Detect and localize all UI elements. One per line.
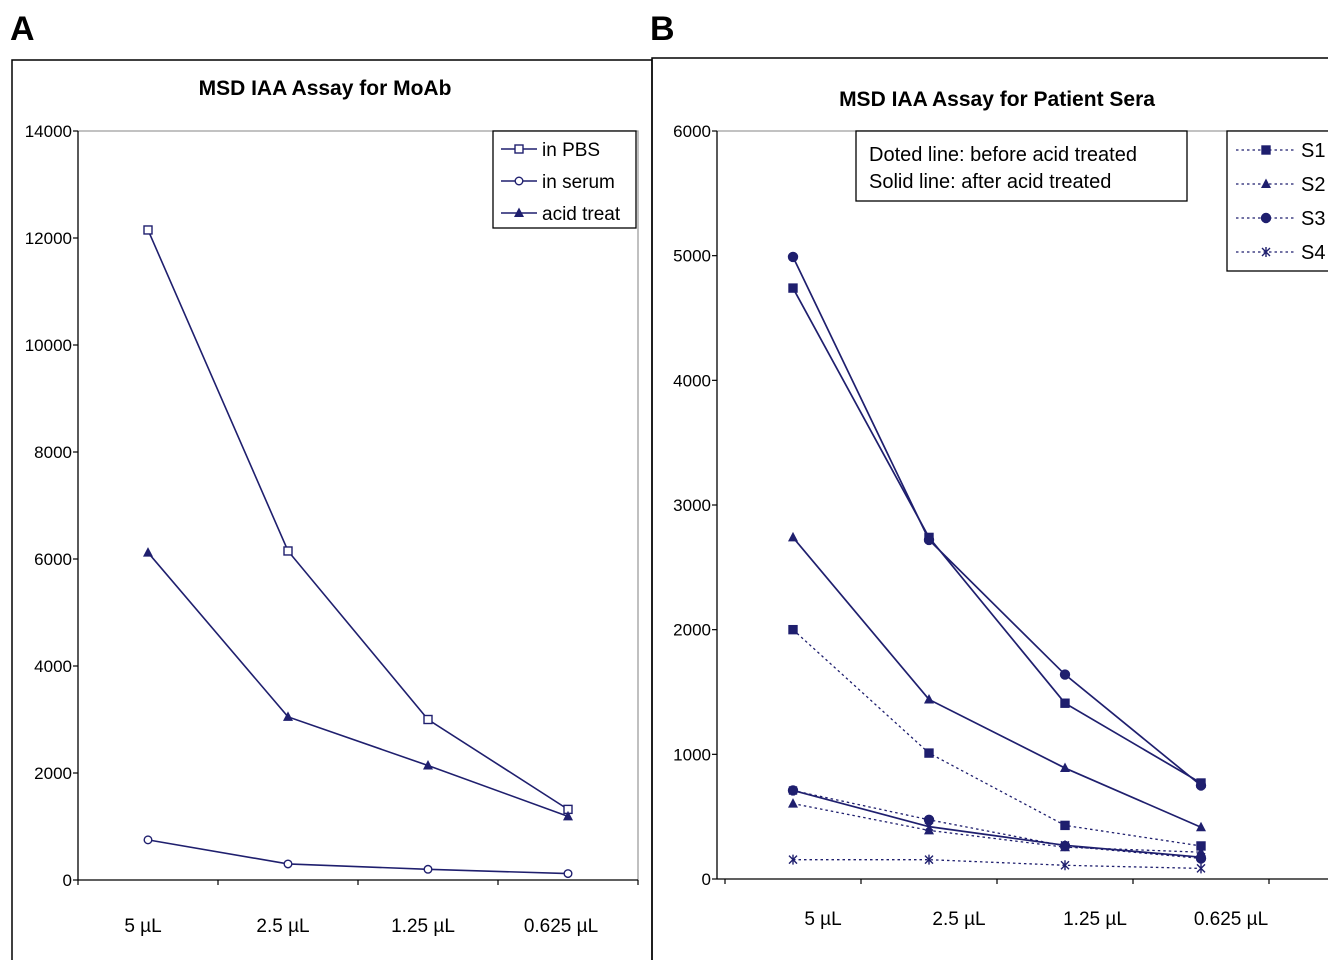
chart-b-annotation-line-1: Solid line: after acid treated: [869, 171, 1111, 193]
chart-a-series-1-point: [283, 859, 293, 869]
chart-b-series-s1-dotted-point: [788, 624, 798, 635]
chart-b-y-tick-label: 5000: [673, 247, 711, 266]
chart-b-series-s3-solid-point: [787, 251, 799, 263]
chart-b-legend-marker-3: [1261, 247, 1271, 257]
panel-a-letter: A: [10, 10, 35, 48]
chart-a-series-1-point: [143, 835, 153, 845]
chart-b-legend-label-0: S1: [1301, 140, 1325, 162]
chart-b-series-s2-solid-point: [924, 693, 934, 704]
chart-b-series-s2-solid-point: [788, 531, 798, 542]
chart-a-x-tick-label: 0.625 µL: [524, 916, 598, 937]
chart-a-series-0-point: [143, 225, 153, 235]
chart-b-series-s2-solid-point: [1196, 821, 1206, 832]
chart-b-legend-marker-1: [1261, 178, 1271, 188]
chart-b-y-tick-label: 4000: [673, 371, 711, 390]
chart-b-title: MSD IAA Assay for Patient Sera: [839, 88, 1155, 111]
chart-b-x-tick-label: 0.625 µL: [1194, 909, 1268, 930]
chart-b-y-tick-label: 6000: [673, 122, 711, 141]
chart-a-series-1-point: [423, 864, 433, 874]
chart-a-series-0-point: [283, 546, 293, 556]
chart-a-legend-label-0: in PBS: [542, 140, 600, 161]
chart-a-x-tick-label: 1.25 µL: [391, 916, 455, 937]
chart-a-series-1-point: [563, 869, 573, 879]
chart-a: MSD IAA Assay for MoAb 0 2000 4000 6000 8000 1…: [11, 59, 653, 960]
chart-b-y-tick-label: 0: [702, 870, 711, 889]
chart-a-legend-label-2: acid treat: [542, 204, 621, 225]
chart-b-series-s4-dotted-point: [1196, 863, 1206, 874]
chart-a-legend-label-1: in serum: [542, 172, 615, 193]
chart-b-frame: [651, 57, 1328, 960]
chart-b-legend-marker-2: [1260, 212, 1272, 224]
chart-b: MSD IAA Assay for Patient Sera 0 1000 2000 3…: [651, 57, 1328, 960]
chart-a-series-2-point: [143, 547, 153, 557]
chart-a-y-tick-label: 0: [63, 871, 72, 890]
chart-a-x-tick-label: 5 µL: [124, 916, 161, 937]
chart-b-annotation-box: [855, 130, 1188, 202]
chart-a-plot-border: [78, 130, 639, 880]
chart-b-series-s4-dotted-point: [924, 854, 934, 865]
chart-a-series-line-2: [147, 552, 569, 818]
chart-a-title: MSD IAA Assay for MoAb: [199, 77, 452, 100]
chart-a-series-2-point: [283, 711, 293, 721]
chart-b-legend-label-2: S3: [1301, 208, 1325, 230]
chart-b-series-s4-dotted-point: [1060, 860, 1070, 871]
chart-a-y-tick-label: 14000: [25, 122, 72, 141]
panel-b-letter: B: [650, 10, 675, 48]
chart-b-series-line-s2-dotted: [792, 802, 1202, 853]
chart-b-series-s4-solid-point: [1060, 840, 1070, 851]
chart-a-y-tick-label: 12000: [25, 229, 72, 248]
chart-b-series-line-s1-dotted: [792, 629, 1202, 847]
chart-b-series-s2-dotted-point: [788, 798, 798, 808]
chart-b-y-tick-label: 2000: [673, 621, 711, 640]
chart-a-series-line-1: [147, 839, 569, 875]
chart-b-series-s4-solid-point: [1196, 852, 1206, 863]
chart-a-y-tick-label: 4000: [34, 657, 72, 676]
chart-a-legend-marker-0: [514, 144, 524, 154]
chart-b-legend-label-3: S4: [1301, 242, 1325, 264]
chart-a-x-tick-label: 2.5 µL: [256, 916, 309, 937]
chart-b-series-s4-solid-point: [788, 785, 798, 796]
chart-b-annotation-line-0: Doted line: before acid treated: [869, 144, 1137, 166]
chart-b-series-s1-dotted-point: [1060, 820, 1070, 831]
chart-b-x-tick-label: 2.5 µL: [932, 909, 985, 930]
chart-a-legend-marker-2: [514, 207, 524, 217]
chart-a-y-tick-label: 8000: [34, 443, 72, 462]
chart-a-legend-marker-1: [514, 176, 524, 186]
chart-b-legend: [1226, 130, 1328, 272]
chart-b-series-s3-solid-point: [923, 534, 935, 546]
chart-a-y-tick-label: 2000: [34, 764, 72, 783]
chart-b-series-s1-solid-point: [1060, 698, 1070, 708]
chart-b-series-s2-solid-point: [1060, 762, 1070, 773]
chart-a-series-0-point: [423, 714, 433, 725]
chart-b-series-line-s2-solid: [792, 536, 1202, 829]
chart-a-y-tick-label: 10000: [25, 336, 72, 355]
chart-b-series-s3-solid-point: [1059, 669, 1071, 680]
chart-b-x-tick-label: 1.25 µL: [1063, 909, 1127, 930]
chart-a-series-2-point: [563, 810, 573, 821]
chart-b-y-tick-label: 1000: [673, 745, 711, 764]
chart-b-series-s4-dotted-point: [788, 854, 798, 865]
chart-a-y-tick-label: 6000: [34, 550, 72, 569]
chart-b-series-s1-dotted-point: [924, 748, 934, 758]
chart-b-series-s4-solid-point: [924, 821, 934, 832]
chart-b-y-tick-label: 3000: [673, 496, 711, 515]
chart-b-legend-label-1: S2: [1301, 174, 1325, 196]
chart-b-series-line-s1-solid: [792, 287, 1202, 784]
chart-b-series-s1-solid-point: [788, 283, 798, 293]
chart-a-series-2-point: [423, 760, 433, 770]
chart-b-x-tick-label: 5 µL: [804, 909, 841, 930]
chart-a-series-line-0: [147, 229, 569, 811]
chart-b-series-line-s3-solid: [792, 256, 1202, 787]
chart-b-series-line-s4-solid: [792, 789, 1202, 859]
chart-b-series-line-s4-dotted: [793, 859, 1202, 870]
chart-b-legend-marker-0: [1261, 145, 1271, 155]
chart-b-series-s3-solid-point: [1195, 780, 1207, 791]
